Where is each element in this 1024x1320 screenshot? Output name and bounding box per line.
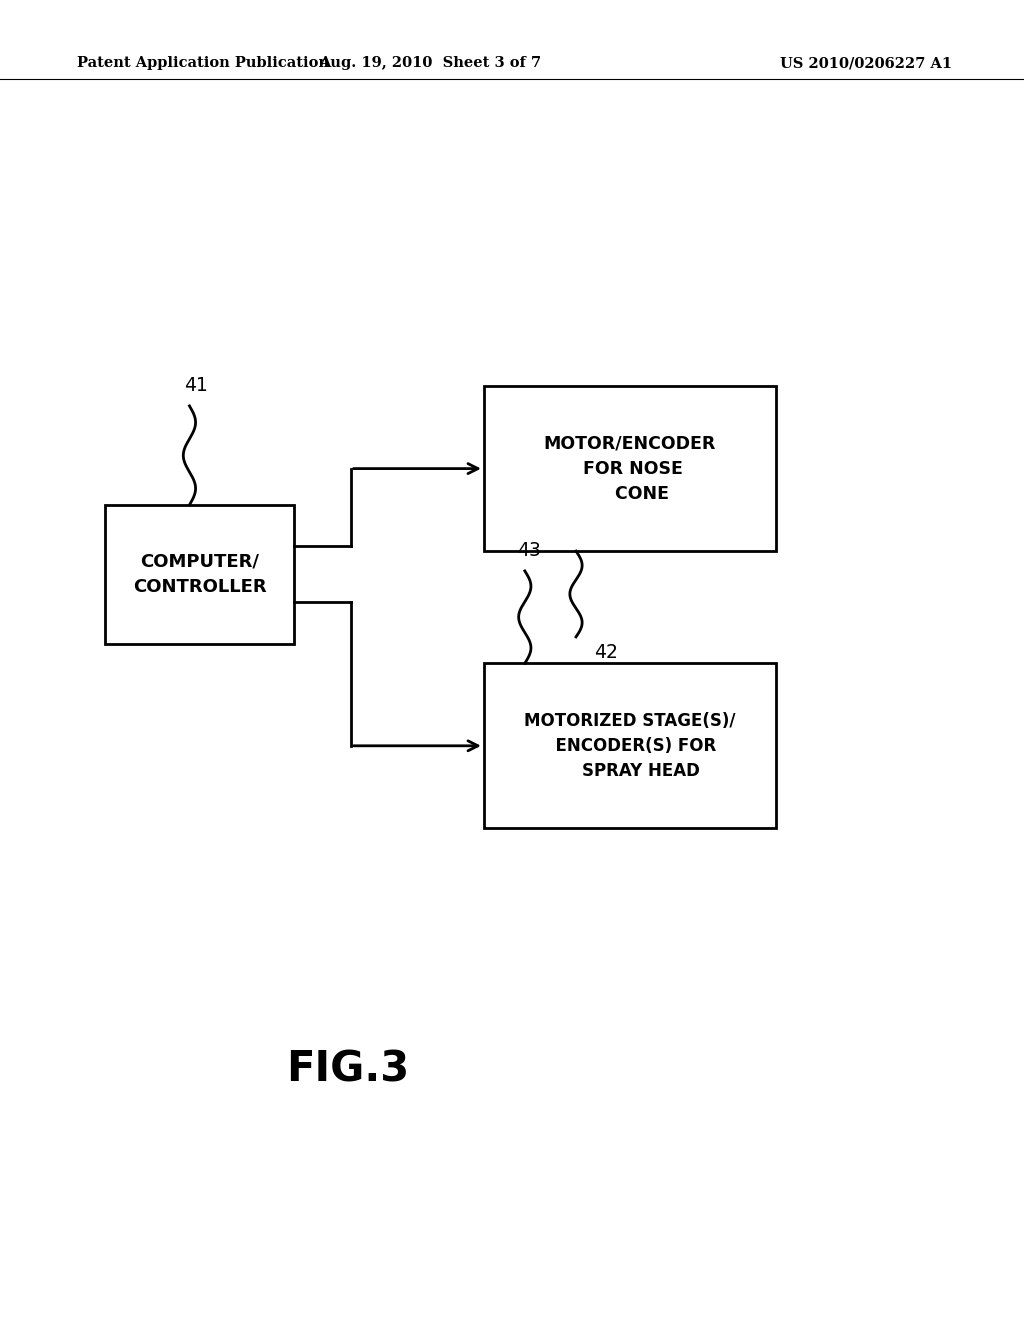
Text: 43: 43 xyxy=(517,541,541,560)
Text: MOTOR/ENCODER
 FOR NOSE
    CONE: MOTOR/ENCODER FOR NOSE CONE xyxy=(544,434,716,503)
Text: FIG.3: FIG.3 xyxy=(287,1048,410,1090)
Bar xyxy=(484,663,776,829)
Text: COMPUTER/
CONTROLLER: COMPUTER/ CONTROLLER xyxy=(133,553,266,595)
Text: Aug. 19, 2010  Sheet 3 of 7: Aug. 19, 2010 Sheet 3 of 7 xyxy=(319,57,541,70)
Text: Patent Application Publication: Patent Application Publication xyxy=(77,57,329,70)
Text: US 2010/0206227 A1: US 2010/0206227 A1 xyxy=(780,57,952,70)
Bar xyxy=(484,385,776,552)
Text: MOTORIZED STAGE(S)/
  ENCODER(S) FOR
    SPRAY HEAD: MOTORIZED STAGE(S)/ ENCODER(S) FOR SPRAY… xyxy=(524,711,735,780)
Text: 41: 41 xyxy=(184,376,208,396)
Text: 42: 42 xyxy=(594,643,618,663)
Bar xyxy=(105,506,295,644)
